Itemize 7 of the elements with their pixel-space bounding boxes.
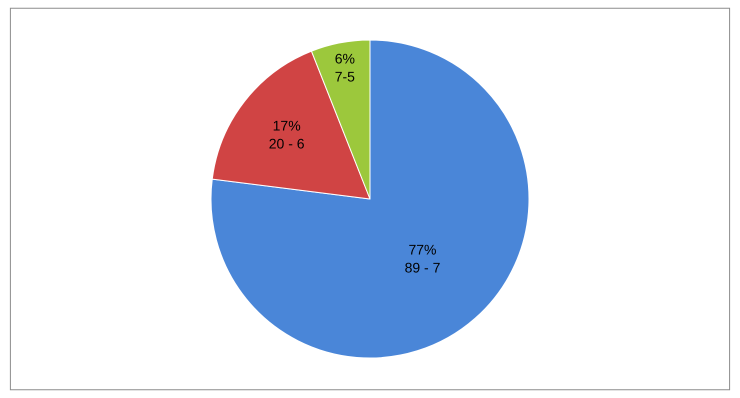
data-label: 77% (408, 242, 436, 258)
slice-label: 89 - 7 (404, 260, 441, 276)
data-label: 6% (334, 50, 355, 66)
data-label: 17% (272, 117, 301, 134)
slice-label: 20 - 6 (268, 136, 305, 152)
pie-slice (210, 40, 530, 358)
slice-label: 7-5 (334, 68, 356, 85)
